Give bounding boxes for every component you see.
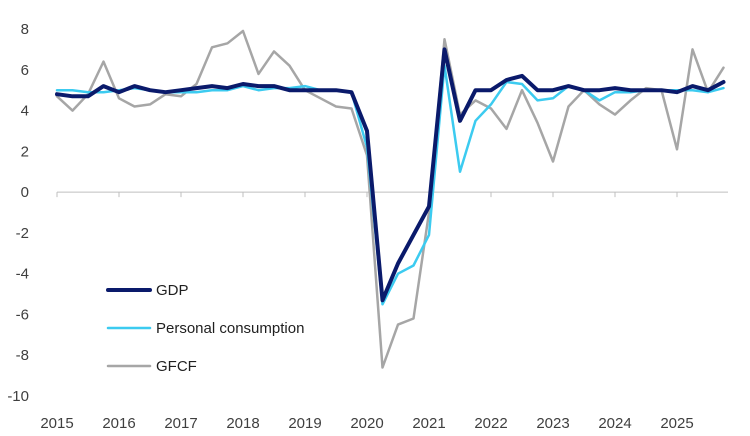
x-tick-label: 2021 [412, 415, 445, 432]
y-tick-label: 4 [21, 103, 29, 120]
y-tick-label: -6 [16, 306, 29, 323]
y-axis: -10 -8 -6 -4 -2 0 2 4 6 8 [7, 21, 29, 405]
legend: GDP Personal consumption GFCF [106, 282, 304, 375]
y-tick-label: -2 [16, 225, 29, 242]
x-tick-label: 2022 [474, 415, 507, 432]
plot-lines [55, 29, 726, 369]
y-tick-label: 6 [21, 62, 29, 79]
legend-label: Personal consumption [156, 320, 304, 337]
y-tick-label: 8 [21, 21, 29, 38]
x-tick-label: 2023 [536, 415, 569, 432]
x-tick-label: 2025 [660, 415, 693, 432]
y-tick-label: 0 [21, 184, 29, 201]
y-tick-label: 2 [21, 143, 29, 160]
y-tick-label: -8 [16, 347, 29, 364]
y-tick-label: -4 [16, 266, 29, 283]
x-tick-label: 2015 [40, 415, 73, 432]
y-tick-label: -10 [7, 388, 29, 405]
series-line-personal-consumption [55, 64, 725, 306]
legend-label: GDP [156, 282, 189, 299]
series-line-gdp [55, 47, 726, 303]
legend-label: GFCF [156, 358, 197, 375]
series-line-gfcf [55, 29, 725, 369]
x-tick-label: 2017 [164, 415, 197, 432]
x-tick-label: 2024 [598, 415, 631, 432]
x-tick-label: 2016 [102, 415, 135, 432]
x-axis: 2015 2016 2017 2018 2019 2020 2021 2022 2023 2024… [40, 191, 728, 432]
x-tick-label: 2019 [288, 415, 321, 432]
x-tick-label: 2020 [350, 415, 383, 432]
x-tick-label: 2018 [226, 415, 259, 432]
